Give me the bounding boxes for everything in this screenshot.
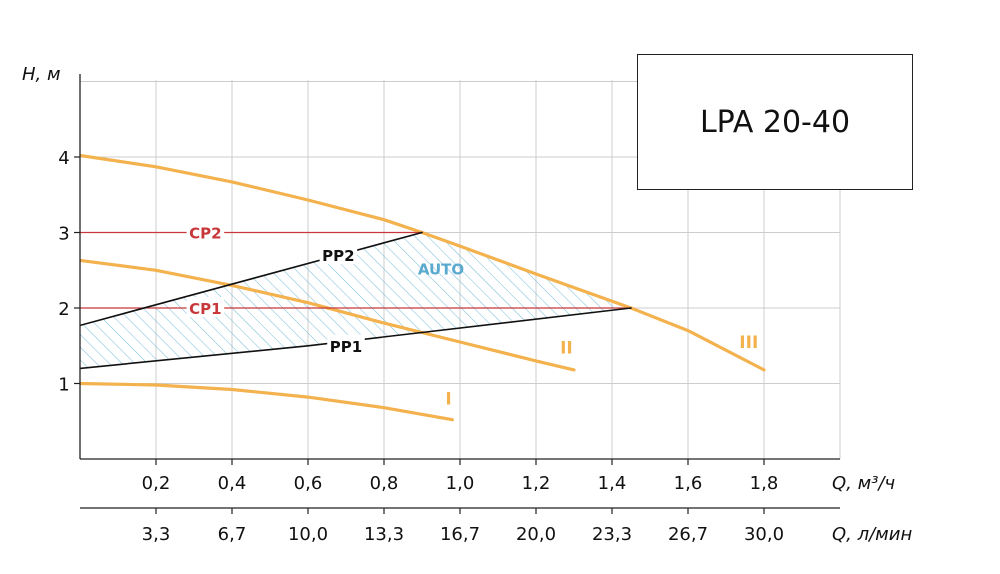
axes: 1 2 3 4 H, м 0,2 3,3 0,4 6,7 0,6 10,0 0,8 13,3 1,0 16,…	[22, 64, 912, 545]
line-label-bg	[327, 334, 365, 355]
series-line-i	[80, 381, 454, 422]
x2-tick-label: 20,0	[516, 524, 556, 545]
line-label-bg	[186, 221, 225, 242]
series-lines	[80, 153, 766, 422]
x-axis-label-secondary: Q, л/мин	[832, 524, 912, 545]
auto-area	[80, 232, 631, 369]
line-label-cp2: CP2	[189, 225, 221, 243]
line-label-pp1: PP1	[330, 338, 362, 356]
x-tick-label: 0,4	[218, 473, 247, 494]
line-label-bg	[319, 244, 358, 265]
x-tick-label: 1,2	[522, 473, 551, 494]
x-tick-label: 0,6	[294, 473, 323, 494]
series-line-pp1	[80, 307, 632, 370]
series-line-pp2	[80, 231, 423, 327]
line-label-cp1: CP1	[189, 300, 221, 318]
x2-tick-label: 3,3	[142, 524, 171, 545]
y-tick-label: 4	[58, 148, 69, 169]
x2-tick-label: 30,0	[744, 524, 784, 545]
x-tick-label: 1,0	[446, 473, 475, 494]
x-tick-label: 0,2	[142, 473, 171, 494]
x2-tick-label: 6,7	[218, 524, 247, 545]
y-axis-label: H, м	[22, 64, 61, 85]
x2-tick-label: 16,7	[440, 524, 480, 545]
chart-title: LPA 20-40	[637, 54, 913, 190]
line-label-auto: AUTO	[418, 261, 464, 279]
x2-tick-label: 10,0	[288, 524, 328, 545]
x2-tick-label: 23,3	[592, 524, 632, 545]
curve-label-i: I	[445, 390, 451, 410]
x-tick-label: 0,8	[370, 473, 399, 494]
x2-tick-label: 26,7	[668, 524, 708, 545]
y-tick-label: 2	[58, 299, 69, 320]
x-tick-label: 1,6	[674, 473, 703, 494]
auto-hatch-region	[80, 232, 631, 369]
line-label-bg	[186, 297, 225, 317]
series-line-ii	[80, 258, 576, 372]
curve-label-iii: III	[739, 333, 758, 353]
x-tick-label: 1,4	[598, 473, 627, 494]
x2-tick-label: 13,3	[364, 524, 404, 545]
curve-label-ii: II	[560, 338, 573, 358]
x-tick-label: 1,8	[750, 473, 779, 494]
line-label-pp2: PP2	[322, 247, 354, 265]
y-tick-label: 1	[58, 375, 69, 396]
x-axis-label: Q, м³/ч	[832, 473, 895, 494]
y-tick-label: 3	[58, 224, 69, 245]
